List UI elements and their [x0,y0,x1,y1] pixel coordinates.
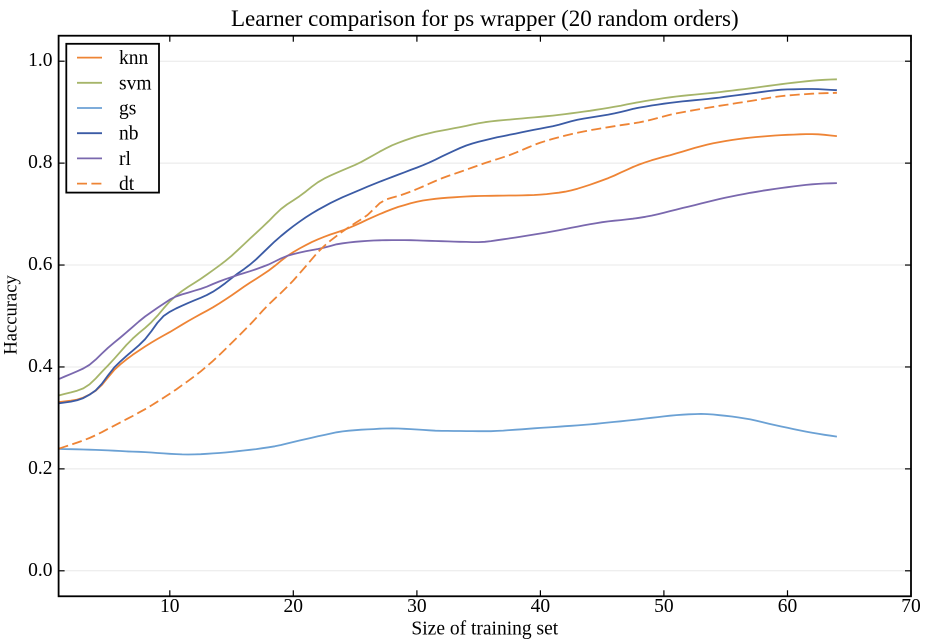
svg-text:1.0: 1.0 [28,50,52,71]
svg-text:20: 20 [284,596,304,617]
svg-text:0.6: 0.6 [28,254,53,275]
svg-text:Haccuracy: Haccuracy [1,275,22,355]
svg-text:dt: dt [119,174,135,195]
svg-text:0.8: 0.8 [28,152,52,173]
svg-text:svm: svm [119,73,152,94]
svg-text:nb: nb [119,124,139,145]
svg-text:rl: rl [119,149,131,170]
svg-text:knn: knn [119,48,149,69]
svg-text:Learner comparison for ps wrap: Learner comparison for ps wrapper (20 ra… [231,6,739,31]
svg-text:0.0: 0.0 [28,560,52,581]
svg-text:gs: gs [119,99,136,120]
svg-text:10: 10 [160,596,180,617]
svg-text:0.2: 0.2 [28,458,52,479]
svg-text:60: 60 [778,596,798,617]
svg-text:Size of training set: Size of training set [411,619,558,640]
svg-text:0.4: 0.4 [28,356,53,377]
svg-text:50: 50 [654,596,674,617]
svg-text:30: 30 [407,596,427,617]
svg-text:70: 70 [901,596,921,617]
svg-text:40: 40 [531,596,551,617]
